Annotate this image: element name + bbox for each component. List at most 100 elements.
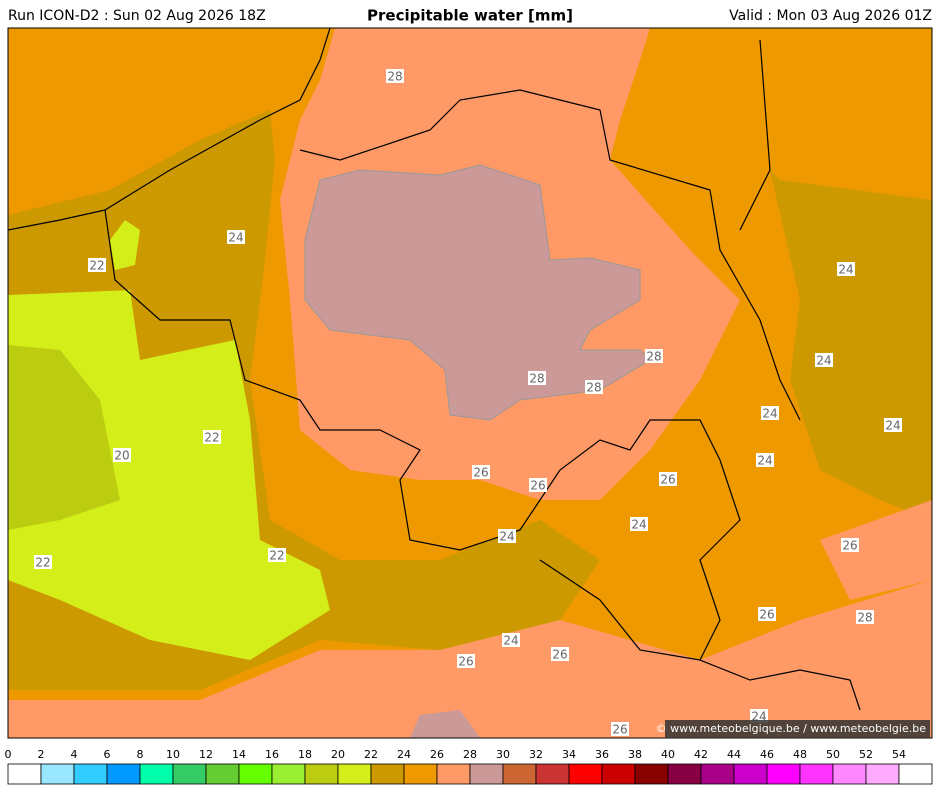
colorbar-tick-label: 2	[38, 748, 45, 761]
colorbar-tick-label: 48	[793, 748, 807, 761]
colorbar-box	[304, 763, 339, 785]
contour-label-bg	[88, 258, 106, 272]
credit-box	[665, 720, 930, 738]
borders	[7, 27, 861, 711]
colorbar-tick-label: 16	[265, 748, 279, 761]
contour-label: 24	[838, 263, 853, 277]
colorbar-tick-label: 42	[694, 748, 708, 761]
map-frame	[7, 27, 933, 739]
contour-label-bg	[34, 555, 52, 569]
colorbar-box	[271, 763, 306, 785]
contour-label: 24	[816, 354, 831, 368]
colorbar-tick-label: 34	[562, 748, 576, 761]
contour-label: 28	[646, 350, 661, 364]
colorbar-box	[568, 763, 603, 785]
valid-label: Valid : Mon 03 Aug 2026 01Z	[729, 8, 932, 24]
contour-label-bg	[841, 538, 859, 552]
contour-label-bg	[750, 709, 768, 723]
contour-label-bg	[611, 722, 629, 736]
contour-label-bg	[268, 548, 286, 562]
colorbar-box	[535, 763, 570, 785]
colorbar-tick-label: 32	[529, 748, 543, 761]
contour-label: 26	[660, 473, 675, 487]
colorbar-tick-label: 40	[661, 748, 675, 761]
contour-label: 26	[759, 608, 774, 622]
contour-label-bg	[472, 465, 490, 479]
colorbar-tick-label: 50	[826, 748, 840, 761]
colorbar-box	[898, 763, 933, 785]
colorbar-tick-label: 10	[166, 748, 180, 761]
contour-label-bg	[529, 478, 547, 492]
contour-label: 24	[762, 407, 777, 421]
contour-label-bg	[645, 349, 663, 363]
contour-label: 22	[89, 259, 104, 273]
contour-label-bg	[758, 607, 776, 621]
contour-label: 28	[387, 70, 402, 84]
colorbar-tick-label: 22	[364, 748, 378, 761]
contour-label: 28	[586, 381, 601, 395]
contour-label-bg	[815, 353, 833, 367]
contour-label: 26	[612, 723, 627, 737]
contour-label-bg	[856, 610, 874, 624]
colorbar-tick-label: 30	[496, 748, 510, 761]
colorbar-tick-label: 54	[892, 748, 906, 761]
credit: © www.meteobelgique.be / www.meteobelgie…	[656, 722, 927, 735]
contour-label: 22	[35, 556, 50, 570]
contour-label-bg	[227, 230, 245, 244]
colorbar-box	[73, 763, 108, 785]
colorbar-box	[865, 763, 900, 785]
colorbar-tick-label: 26	[430, 748, 444, 761]
colorbar-box	[766, 763, 801, 785]
contour-label-bg	[585, 380, 603, 394]
contour-label-bg	[630, 517, 648, 531]
contour-label-bg	[659, 472, 677, 486]
contour-label-bg	[551, 647, 569, 661]
contour-label: 24	[228, 231, 243, 245]
contour-label: 22	[269, 549, 284, 563]
colorbar-box	[139, 763, 174, 785]
colorbar-box	[799, 763, 834, 785]
colorbar-tick-label: 36	[595, 748, 609, 761]
colorbar-tick-label: 6	[104, 748, 111, 761]
colorbar-box	[832, 763, 867, 785]
contour-label: 28	[529, 372, 544, 386]
colorbar-tick-label: 20	[331, 748, 345, 761]
contour-label-bg	[528, 371, 546, 385]
contour-label: 24	[503, 634, 518, 648]
colorbar-box	[469, 763, 504, 785]
contour-label-bg	[761, 406, 779, 420]
contour-label-bg	[884, 418, 902, 432]
colorbar-tick-label: 38	[628, 748, 642, 761]
colorbar-tick-label: 24	[397, 748, 411, 761]
colorbar-box	[370, 763, 405, 785]
colorbar-tick-label: 12	[199, 748, 213, 761]
colorbar-box	[172, 763, 207, 785]
contour-label: 24	[499, 530, 514, 544]
contour-label: 24	[631, 518, 646, 532]
contour-label: 26	[530, 479, 545, 493]
contour-label-bg	[203, 430, 221, 444]
contour-label-bg	[837, 262, 855, 276]
contour-label-bg	[386, 69, 404, 83]
contour-label-bg	[502, 633, 520, 647]
title: Precipitable water [mm]	[367, 7, 573, 25]
contour-label: 22	[204, 431, 219, 445]
colorbar-tick-label: 46	[760, 748, 774, 761]
contour-label: 26	[473, 466, 488, 480]
colorbar-tick-label: 18	[298, 748, 312, 761]
contour-label-bg	[457, 654, 475, 668]
colorbar-box	[238, 763, 273, 785]
colorbar-tick-label: 28	[463, 748, 477, 761]
colorbar-box	[7, 763, 42, 785]
colorbar-box	[337, 763, 372, 785]
colorbar-box	[436, 763, 471, 785]
contour-label-bg	[113, 448, 131, 462]
colorbar-box	[205, 763, 240, 785]
colorbar-box	[667, 763, 702, 785]
run-label: Run ICON-D2 : Sun 02 Aug 2026 18Z	[8, 8, 266, 24]
colorbar-tick-label: 52	[859, 748, 873, 761]
colorbar-box	[40, 763, 75, 785]
colorbar-box	[634, 763, 669, 785]
contour-label: 24	[885, 419, 900, 433]
colorbar-tick-label: 44	[727, 748, 741, 761]
